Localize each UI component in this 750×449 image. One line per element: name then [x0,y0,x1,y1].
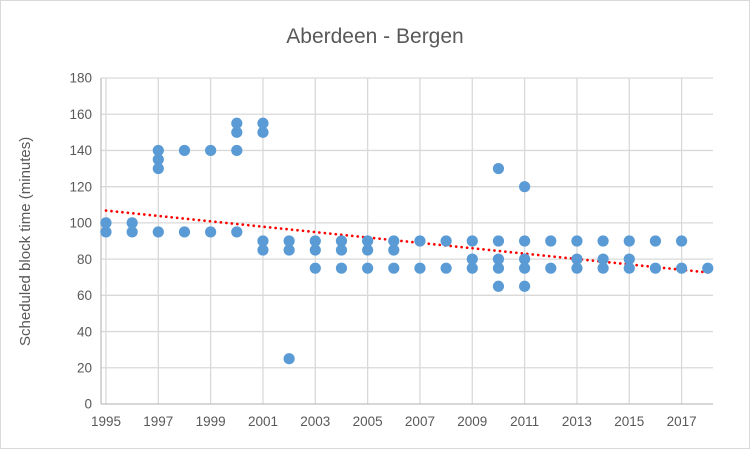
x-tick-label: 2015 [614,414,644,429]
data-point [545,262,557,274]
data-point [283,244,295,256]
y-tick-label: 160 [69,107,92,122]
data-point [335,262,348,274]
data-point [257,235,269,247]
data-point [231,126,243,138]
data-point [388,244,400,256]
y-tick-label: 100 [69,216,92,231]
data-point [492,162,505,175]
data-point [283,353,295,365]
data-point [623,253,635,265]
x-tick-label: 2007 [405,414,435,429]
data-point [309,244,321,256]
y-tick-label: 140 [69,143,92,158]
y-tick-label: 120 [69,179,92,194]
x-tick-label: 2005 [353,414,383,429]
x-tick-label: 2003 [300,414,330,429]
data-point [205,144,217,157]
x-tick-label: 1997 [143,414,173,429]
data-point [231,144,243,157]
data-point [362,235,374,247]
data-point [126,217,138,229]
data-point [571,262,583,274]
x-tick-label: 2017 [667,414,697,429]
data-point [126,226,138,238]
data-point [335,244,348,256]
data-point [519,262,531,274]
data-point [492,280,505,292]
x-tick-label: 1995 [91,414,121,429]
data-point [571,253,583,265]
data-point [283,235,295,247]
data-point [676,262,688,274]
data-point [231,117,243,129]
data-point [466,235,478,247]
data-point [519,280,531,292]
data-point [362,262,374,274]
data-point [623,262,635,274]
data-point [702,262,714,274]
data-point [597,262,609,274]
data-point [178,226,191,238]
data-point [257,117,269,129]
data-point [388,262,400,274]
data-point [414,235,426,247]
data-point [440,235,452,247]
data-point [466,253,478,265]
chart-title: Aberdeen - Bergen [286,25,464,48]
y-tick-label: 20 [77,361,92,376]
data-point [152,162,164,175]
y-tick-label: 0 [84,397,92,412]
data-point [649,262,662,274]
trendline [104,209,714,275]
data-point [519,235,531,247]
data-point [100,217,112,229]
data-point [545,235,557,247]
data-point [571,235,583,247]
data-point [492,253,505,265]
data-point [362,244,374,256]
data-point [492,262,505,274]
data-point [335,235,348,247]
x-tick-label: 2013 [562,414,592,429]
data-point [152,153,164,166]
data-point [414,262,426,274]
y-tick-label: 60 [77,288,92,303]
y-tick-label: 40 [77,324,92,339]
x-tick-label: 2011 [510,414,539,429]
x-tick-label: 2009 [457,414,487,429]
data-point [178,144,191,157]
data-point [257,244,269,256]
data-point [152,226,164,238]
data-point [388,235,400,247]
data-point [152,144,164,157]
data-point [466,262,478,274]
data-point [597,235,609,247]
x-tick-label: 1999 [196,414,226,429]
data-point [205,226,217,238]
y-tick-label: 180 [69,71,92,86]
data-point [100,226,112,238]
data-point [519,181,531,193]
data-point [597,253,609,265]
data-point [231,226,243,238]
data-point [623,235,635,247]
data-point [309,235,321,247]
data-point [519,253,531,265]
data-point [309,262,321,274]
data-point [676,235,688,247]
data-point [257,126,269,138]
data-point [440,262,452,274]
data-point [649,235,662,247]
data-point [492,235,505,247]
y-tick-label: 80 [77,252,92,267]
x-tick-label: 2001 [248,414,278,429]
